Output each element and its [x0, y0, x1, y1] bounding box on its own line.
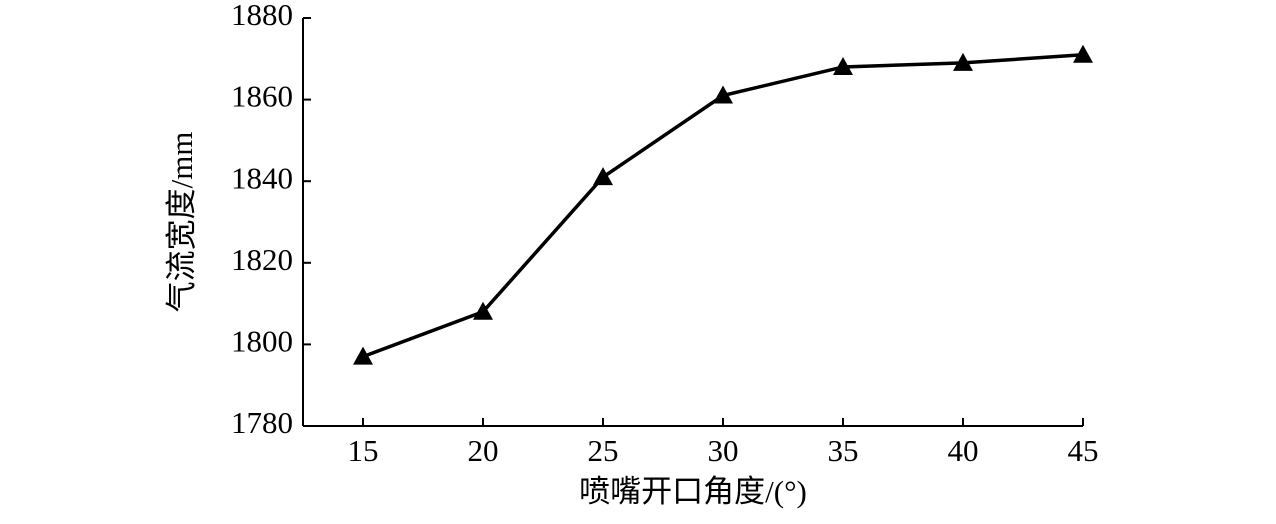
x-tick-label: 45 — [1068, 433, 1099, 468]
data-marker — [353, 346, 373, 365]
y-axis-label: 气流宽度/mm — [164, 132, 199, 313]
data-marker — [473, 301, 493, 320]
x-tick-label: 35 — [828, 433, 859, 468]
x-tick-label: 15 — [348, 433, 379, 468]
y-tick-label: 1820 — [231, 242, 293, 277]
data-marker — [953, 52, 973, 71]
x-tick-label: 30 — [708, 433, 739, 468]
x-axis-label: 喷嘴开口角度/(°) — [579, 474, 807, 509]
x-tick-label: 20 — [468, 433, 499, 468]
y-tick-label: 1800 — [231, 324, 293, 359]
data-marker — [1073, 44, 1093, 63]
x-tick-label: 25 — [588, 433, 619, 468]
x-tick-label: 40 — [948, 433, 979, 468]
y-tick-label: 1780 — [231, 405, 293, 440]
y-tick-label: 1880 — [231, 0, 293, 32]
data-marker — [713, 85, 733, 104]
data-marker — [833, 56, 853, 75]
y-tick-label: 1860 — [231, 79, 293, 114]
data-marker — [593, 167, 613, 186]
y-tick-label: 1840 — [231, 160, 293, 195]
